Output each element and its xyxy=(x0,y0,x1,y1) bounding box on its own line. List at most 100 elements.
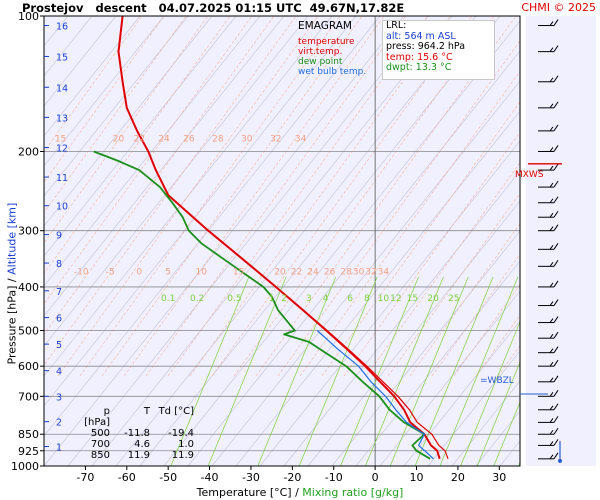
table-cell-t: -11.8 xyxy=(124,428,150,439)
lrl-dot xyxy=(558,458,562,463)
y-axis-label: Pressure [hPa] / Altitude [km] xyxy=(5,202,19,365)
wind-barb xyxy=(538,416,559,423)
x-tick-label: -60 xyxy=(118,471,136,484)
legend: EMAGRAM temperature virt.temp. dew point… xyxy=(298,20,378,77)
moist-adiabat-line xyxy=(44,16,275,335)
mixing-ratio-line xyxy=(493,401,520,466)
wind-barb xyxy=(538,427,559,435)
wind-barb xyxy=(538,243,559,250)
mixing-ratio-label: 6 xyxy=(347,294,353,304)
mixing-ratio-label: 20 xyxy=(427,294,439,304)
altitude-tick-label: 14 xyxy=(56,83,68,94)
chart-title: Prostejov descent 04.07.2025 01:15 UTC 4… xyxy=(22,1,405,15)
mxws-marker-label: MXWS xyxy=(515,170,544,180)
altitude-tick-label: 2 xyxy=(56,418,62,429)
wind-barb xyxy=(538,375,559,383)
wind-barb xyxy=(538,439,559,446)
y-tick-label: 400 xyxy=(18,281,39,294)
y-tick-label: 500 xyxy=(18,325,39,338)
lrl-info-box: LRL: alt: 564 m ASL press: 964.2 hPa tem… xyxy=(382,20,495,80)
wind-barb xyxy=(538,280,559,288)
mixing-ratio-label: 0.2 xyxy=(190,294,204,304)
plot-frame xyxy=(43,15,521,467)
wbzl-marker-label: =WBZL xyxy=(480,376,514,386)
wind-barb xyxy=(538,210,559,218)
moist-adiabat-line xyxy=(387,192,520,377)
dry-adiabat-line xyxy=(163,20,520,466)
adiabat-label: -10 xyxy=(74,267,89,277)
series-line-dew-point xyxy=(93,150,431,460)
table-cell-p: 850 xyxy=(90,450,110,461)
altitude-tick-label: 13 xyxy=(56,113,68,124)
adiabat-label: 30 xyxy=(241,134,253,144)
table-cell-td: -19.4 xyxy=(168,428,194,439)
wind-barb xyxy=(538,196,559,204)
x-axis-label: Temperature [°C] / Mixing ratio [g/kg] xyxy=(0,486,600,499)
wind-barb xyxy=(538,19,559,27)
dry-adiabat-line xyxy=(187,50,520,466)
y-tick-label: 200 xyxy=(18,145,39,158)
lrl-title: LRL: xyxy=(386,20,407,31)
moist-adiabat-line xyxy=(44,16,231,275)
dry-adiabat-line xyxy=(44,16,213,227)
moist-adiabat-line xyxy=(145,16,407,377)
x-tick-label: 0 xyxy=(372,471,379,484)
adiabat-label: 26 xyxy=(324,267,336,277)
adiabat-label: 20 xyxy=(113,134,125,144)
moist-adiabat-line xyxy=(44,16,253,305)
wind-barb xyxy=(538,75,559,83)
adiabat-label: 28 xyxy=(340,267,352,277)
mixing-ratio-label: 2 xyxy=(281,294,287,304)
moist-adiabat-line xyxy=(343,131,520,377)
dry-adiabat-line xyxy=(427,350,520,466)
x-tick-label: 10 xyxy=(410,471,424,484)
series-line-wet-bulb-temp- xyxy=(316,330,434,460)
table-header-p: p [hPa] xyxy=(84,406,110,428)
adiabat-label: 24 xyxy=(307,267,319,277)
table-row: 850 11.9 11.9 xyxy=(76,450,194,461)
y-tick-label: 700 xyxy=(18,390,39,403)
wind-barb xyxy=(538,316,559,324)
x-tick-label: 20 xyxy=(451,471,465,484)
dry-adiabat-line xyxy=(44,16,285,317)
table-header-t: T xyxy=(143,406,150,417)
legend-wet-bulb: wet bulb temp. xyxy=(298,67,367,77)
y-tick-label: 1000 xyxy=(11,460,39,473)
dry-adiabat-line xyxy=(44,16,165,167)
wind-barb xyxy=(538,452,559,460)
legend-virt-temp: virt.temp. xyxy=(298,47,343,57)
wind-barb xyxy=(538,224,559,232)
mixing-ratio-line xyxy=(207,276,287,466)
mixing-ratio-line xyxy=(389,276,469,466)
lrl-dewpoint: dwpt: 13.3 °C xyxy=(386,62,452,73)
lrl-pressure: press: 964.2 hPa xyxy=(386,41,466,52)
dry-adiabat-line xyxy=(259,140,520,466)
adiabat-label: 34 xyxy=(295,134,307,144)
mixing-ratio-label: 4 xyxy=(323,294,329,304)
mixing-ratio-label: 25 xyxy=(448,294,459,304)
mixing-ratio-label: 12 xyxy=(390,294,401,304)
mixing-ratio-line xyxy=(460,321,520,466)
dry-adiabat-line xyxy=(44,16,309,347)
legend-temperature: temperature xyxy=(298,37,355,47)
y-axis-label-altitude: Altitude [km] xyxy=(5,202,19,275)
wind-barb xyxy=(538,124,559,132)
altitude-tick-label: 9 xyxy=(56,231,62,242)
adiabat-label: 24 xyxy=(158,134,170,144)
table-header-row: p [hPa] T Td [°C] xyxy=(76,406,194,428)
table-cell-p: 700 xyxy=(90,439,110,450)
wind-barb xyxy=(538,45,559,53)
moist-adiabat-line xyxy=(299,70,520,377)
mixing-ratio-label: 10 xyxy=(378,294,390,304)
adiabat-label: 26 xyxy=(183,134,195,144)
mixing-ratio-label: 0.1 xyxy=(161,294,175,304)
altitude-tick-label: 1 xyxy=(56,442,62,453)
wind-barb xyxy=(538,390,559,397)
table-row: 700 4.6 1.0 xyxy=(76,439,194,450)
table-header-td: Td [°C] xyxy=(158,406,194,417)
x-tick-label: 30 xyxy=(492,471,506,484)
dry-adiabat-line xyxy=(403,320,520,466)
dry-adiabat-line xyxy=(379,290,520,466)
mixing-ratio-label: 1 xyxy=(269,294,275,304)
